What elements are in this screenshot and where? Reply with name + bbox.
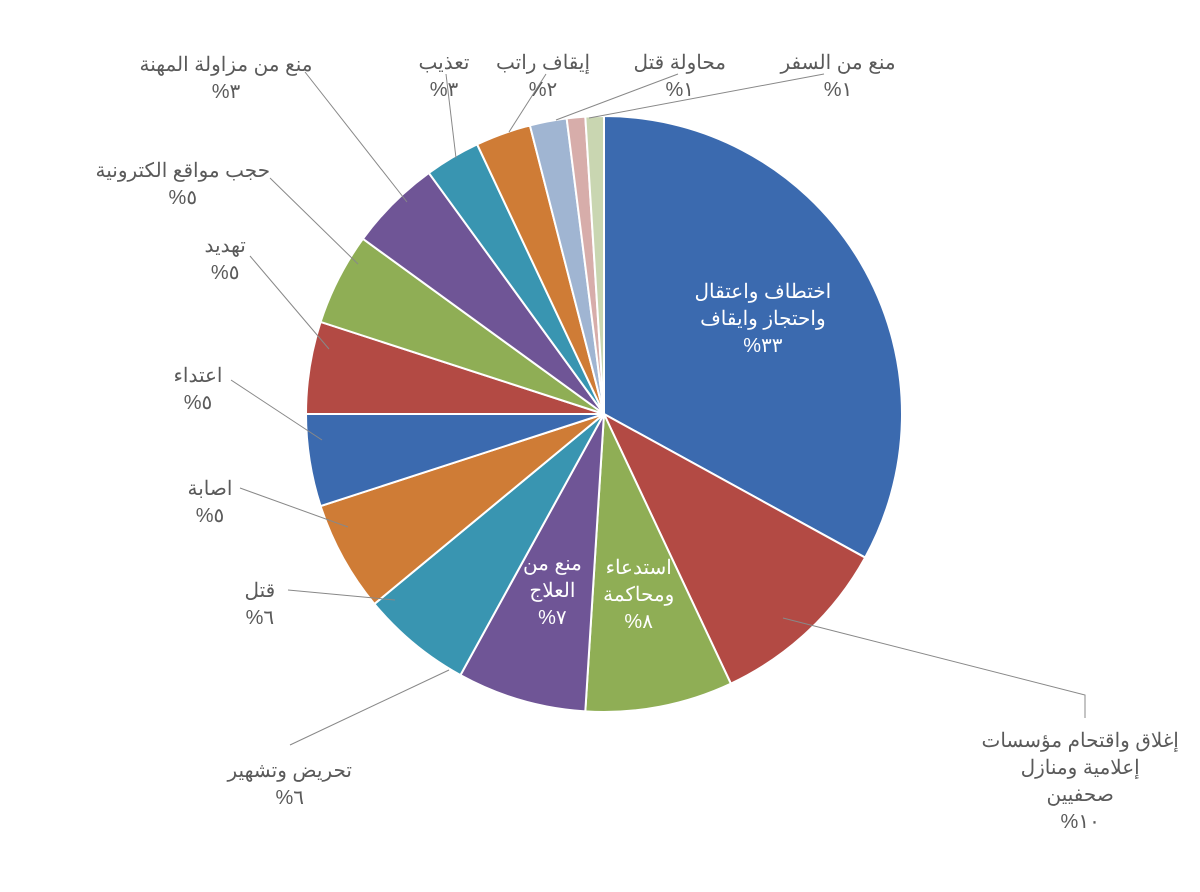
slice-label-inside: استدعاء ومحاكمة ٨% bbox=[603, 555, 674, 636]
slice-label-outside: حجب مواقع الكترونية ٥% bbox=[96, 158, 271, 212]
slice-label-outside: منع من السفر ١% bbox=[781, 50, 896, 104]
leader-line bbox=[305, 72, 407, 202]
slice-label-outside: إيقاف راتب ٢% bbox=[496, 50, 590, 104]
slice-label-outside: تعذيب ٣% bbox=[419, 50, 470, 104]
leader-line bbox=[290, 670, 449, 745]
leader-line bbox=[250, 256, 329, 349]
slice-label-outside: محاولة قتل ١% bbox=[634, 50, 727, 104]
slice-label-outside: قتل ٦% bbox=[245, 578, 276, 632]
slice-label-outside: اعتداء ٥% bbox=[174, 363, 223, 417]
slice-label-outside: اصابة ٥% bbox=[188, 476, 233, 530]
leader-line bbox=[270, 178, 358, 264]
slice-label-inside: اختطاف واعتقال واحتجاز وايقاف ٣٣% bbox=[695, 279, 832, 360]
slice-label-outside: إغلاق واقتحام مؤسسات إعلامية ومنازل صحفي… bbox=[982, 728, 1179, 836]
slice-label-inside: منع من العلاج ٧% bbox=[523, 551, 582, 632]
slice-label-outside: منع من مزاولة المهنة ٣% bbox=[140, 52, 313, 106]
pie-chart-container: اختطاف واعتقال واحتجاز وايقاف ٣٣% إغلاق و… bbox=[0, 0, 1200, 892]
slice-label-outside: تحريض وتشهير ٦% bbox=[228, 758, 353, 812]
slice-label-outside: تهديد ٥% bbox=[205, 233, 246, 287]
leader-line bbox=[783, 618, 1085, 718]
